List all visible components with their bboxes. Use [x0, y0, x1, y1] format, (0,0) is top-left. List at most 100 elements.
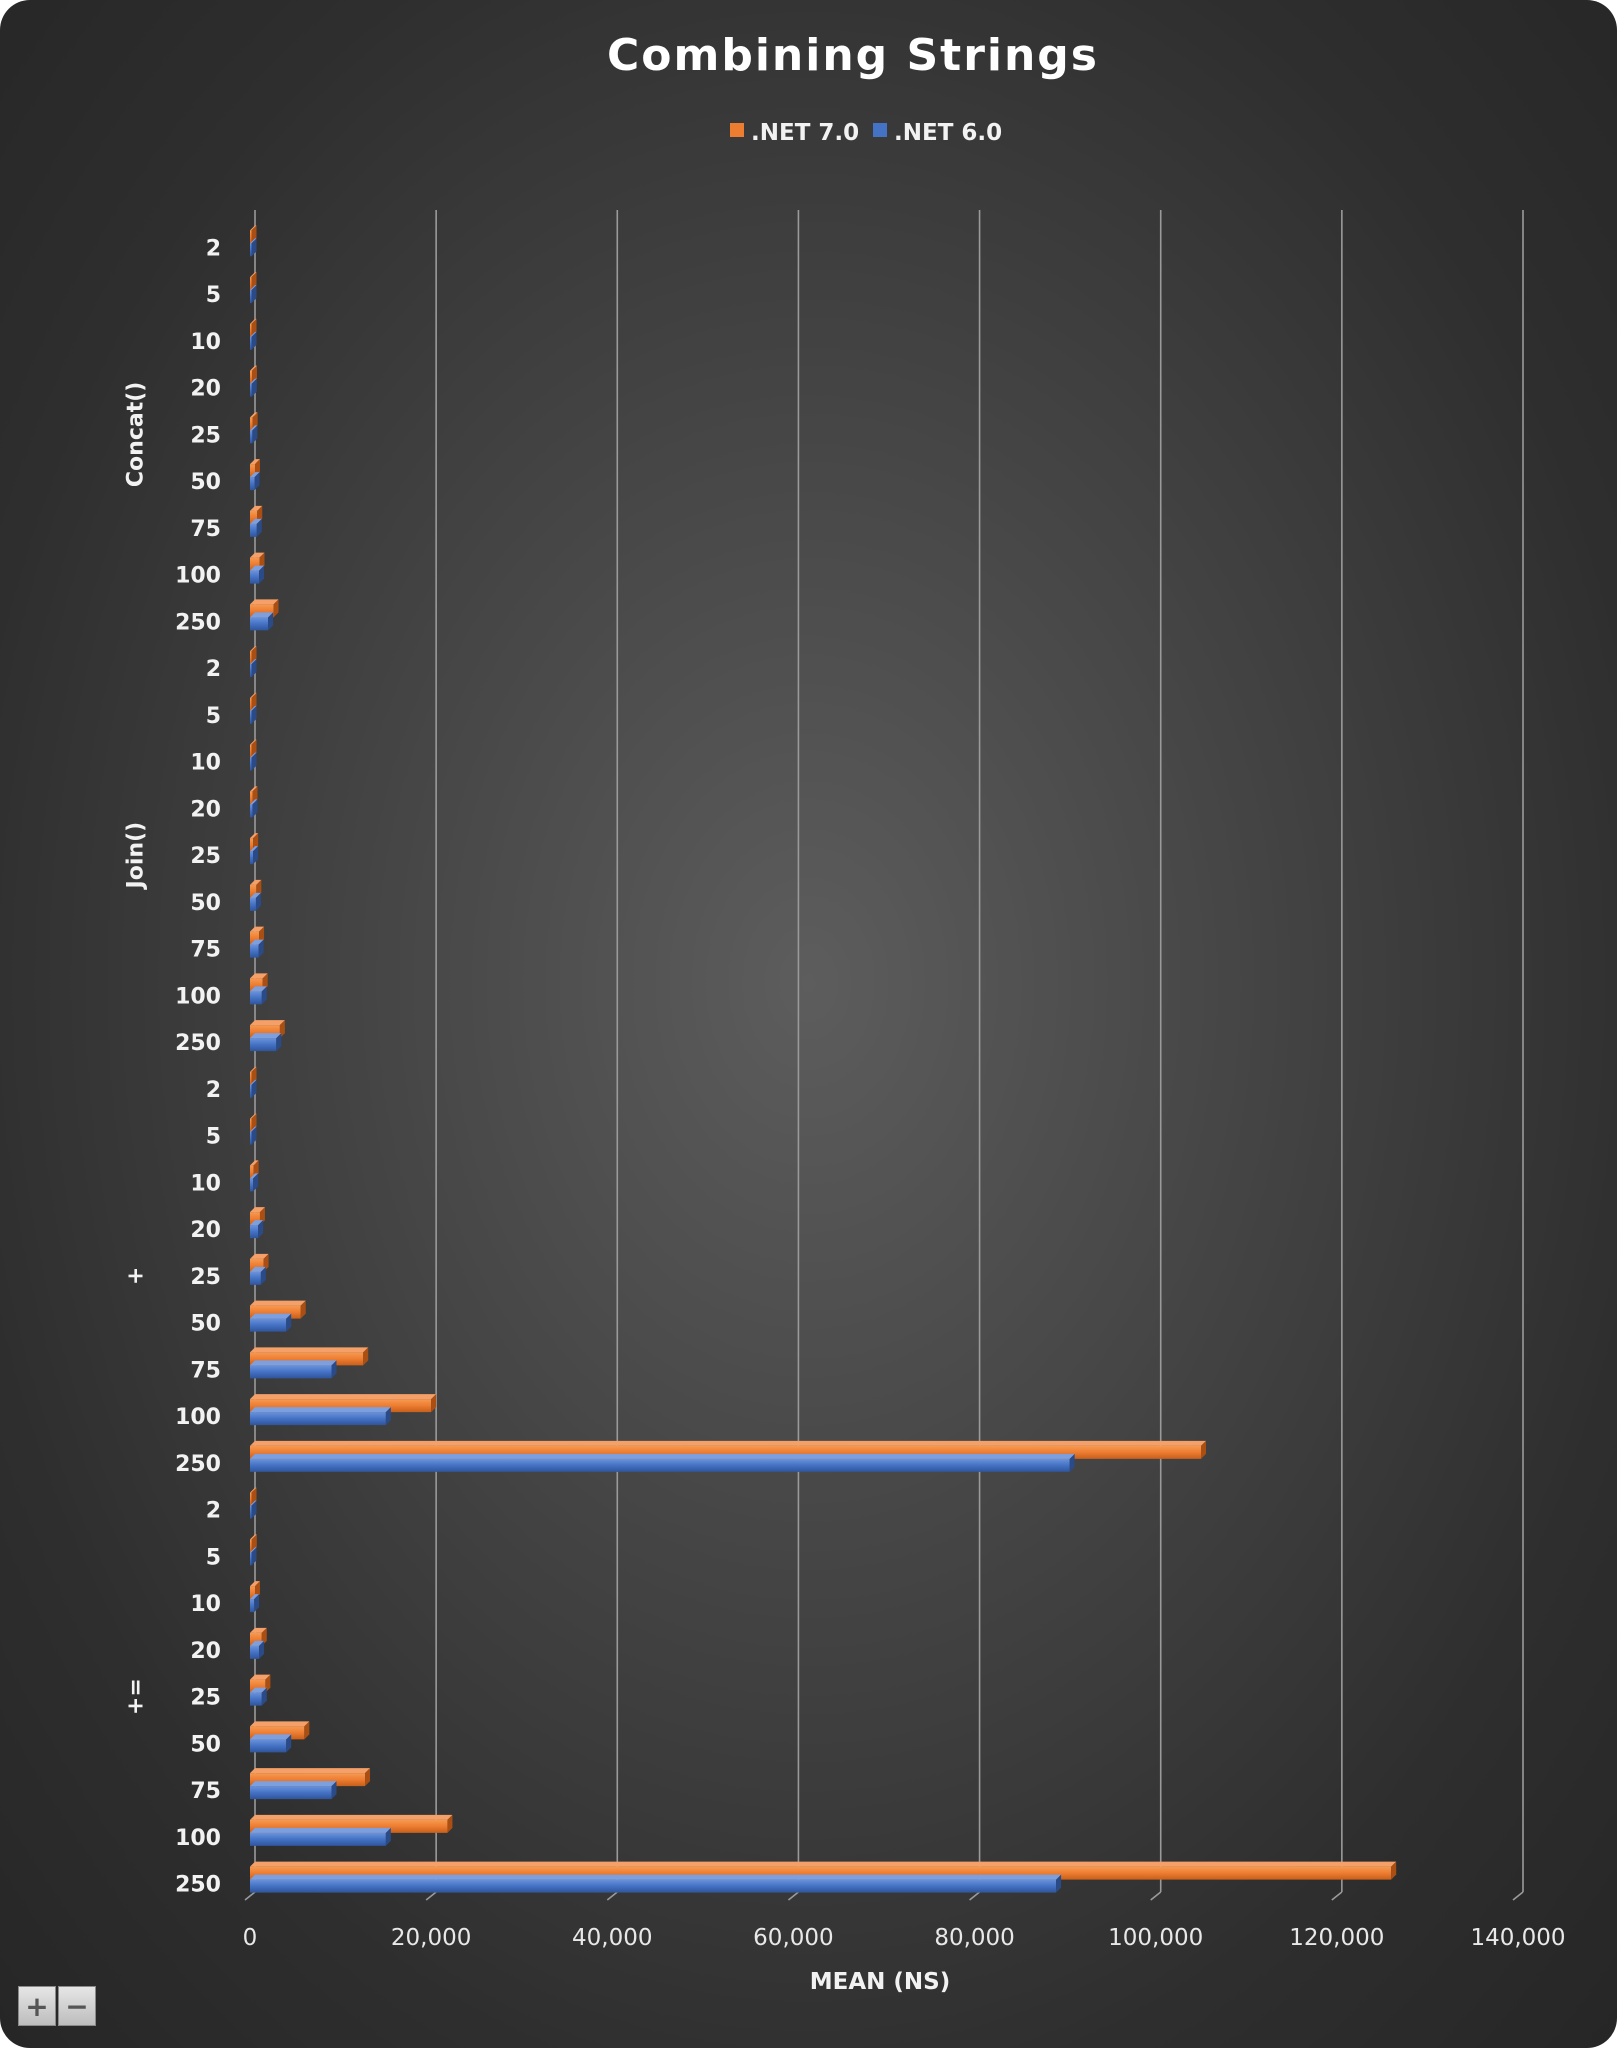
legend: .NET 7.0 .NET 6.0 — [730, 120, 1002, 146]
bar-net6-side — [260, 1266, 266, 1285]
category-label: 25 — [190, 1265, 221, 1290]
bar-net6-front — [250, 383, 252, 397]
bar-net6-side — [331, 1781, 337, 1800]
bar-net6-side — [276, 1033, 282, 1052]
bar-net7-top — [250, 552, 265, 558]
bar-net7-front — [250, 1492, 252, 1506]
bar-net6-front — [250, 1318, 287, 1332]
bar-net6-side — [261, 1687, 267, 1706]
bar-net6-front — [250, 477, 255, 491]
category-label: 5 — [206, 1545, 221, 1570]
bar-net7-top — [250, 1394, 437, 1400]
bar-net6-top — [250, 612, 274, 618]
bar-net6-side — [259, 565, 265, 584]
bar-net6-front — [250, 1505, 252, 1519]
bar-net7-front — [250, 323, 252, 337]
bar-net6-side — [256, 518, 262, 537]
bar-net7-top — [250, 1814, 453, 1820]
bar-net6-side — [253, 1173, 259, 1192]
bar-net6-top — [250, 378, 257, 384]
bar-net7-top — [250, 225, 257, 231]
bar-net6-front — [250, 710, 252, 724]
bar-net7-front — [250, 464, 255, 478]
bar-net6-front — [250, 991, 262, 1005]
gridline-foot — [244, 1891, 256, 1901]
category-label: 10 — [190, 330, 221, 355]
bar-net6-front — [250, 243, 252, 257]
bar-net6-top — [250, 939, 264, 945]
bar-net6-side — [385, 1827, 391, 1846]
bar-net7-side — [1201, 1440, 1206, 1459]
bar-net7-top — [250, 1721, 310, 1727]
bar-net6-side — [254, 1594, 260, 1613]
zoom-in-button[interactable]: + — [18, 1986, 56, 2026]
category-label: 5 — [206, 704, 221, 729]
bar-net6-top — [250, 799, 258, 805]
bar-net6-side — [251, 1500, 257, 1519]
category-label: 100 — [175, 1405, 221, 1430]
bar-net7-front — [250, 697, 252, 711]
bar-net7-top — [250, 1020, 285, 1026]
bar-net7-top — [250, 1440, 1206, 1446]
bar-net7-side — [431, 1394, 437, 1413]
category-labels: 2510202550751002502510202550751002502510… — [175, 236, 221, 1897]
bar-net6-top — [250, 752, 257, 758]
category-label: 75 — [190, 1779, 221, 1804]
bar-net6-front — [250, 1692, 262, 1706]
bar-net6-front — [250, 757, 252, 771]
category-label: 10 — [190, 751, 221, 776]
category-label: 50 — [190, 891, 221, 916]
bar-net7-front — [250, 557, 260, 571]
bar-net7-top — [250, 599, 279, 605]
bar-net6-front — [250, 1178, 254, 1192]
bar-net6-side — [331, 1360, 337, 1379]
bar-net6-front — [250, 851, 254, 865]
bar-net6-front — [250, 1365, 332, 1379]
zoom-out-button[interactable]: − — [58, 1986, 96, 2026]
bar-net6-side — [286, 1313, 292, 1332]
legend-swatch-net7 — [730, 123, 744, 137]
bar-net7-top — [250, 459, 260, 465]
gridline-foot — [425, 1891, 437, 1901]
bar-net6-front — [250, 1786, 332, 1800]
category-label: 50 — [190, 470, 221, 495]
category-label: 50 — [190, 1732, 221, 1757]
bar-net6-top — [250, 1033, 282, 1039]
bar-net6-side — [251, 1547, 257, 1566]
bar-net7-front — [250, 417, 253, 431]
bar-net7-side — [447, 1814, 453, 1833]
bar-net7-front — [250, 370, 252, 384]
category-label: 2 — [206, 657, 221, 682]
bar-net6-top — [250, 1594, 260, 1600]
bar-net6-top — [250, 1079, 257, 1085]
bar-net7-top — [250, 926, 265, 932]
bar-net6-front — [250, 617, 269, 631]
bar-net6-top — [250, 1173, 259, 1179]
bar-net7-top — [250, 1581, 260, 1587]
bar-net6-side — [251, 285, 257, 304]
bar-net6-top — [250, 1734, 292, 1740]
bar-net6-top — [250, 1500, 257, 1506]
bar-net6-front — [250, 1458, 1070, 1472]
bar-net6-top — [250, 986, 267, 992]
gridline-foot — [1331, 1891, 1343, 1901]
bar-net6-top — [250, 1126, 257, 1132]
chart-title: Combining Strings — [607, 30, 1099, 81]
bars — [250, 225, 1397, 1893]
bar-net7-side — [304, 1721, 310, 1740]
group-label: + — [124, 1267, 149, 1285]
bar-net6-top — [250, 1266, 266, 1272]
bar-net7-front — [250, 230, 252, 244]
gridline-foot — [606, 1891, 618, 1901]
bar-net6-front — [250, 523, 257, 537]
x-axis-ticks: 0 20,000 40,000 60,000 80,000 100,000 120,000 1… — [243, 1925, 1566, 1951]
bar-net6-front — [250, 1225, 259, 1239]
category-label: 50 — [190, 1312, 221, 1337]
bar-net6-front — [250, 1131, 252, 1145]
category-label: 250 — [175, 610, 221, 635]
category-label: 10 — [190, 1171, 221, 1196]
bar-net6-top — [250, 472, 260, 478]
category-label: 250 — [175, 1452, 221, 1477]
x-tick-label: 40,000 — [572, 1925, 652, 1951]
group-label: += — [124, 1678, 149, 1715]
